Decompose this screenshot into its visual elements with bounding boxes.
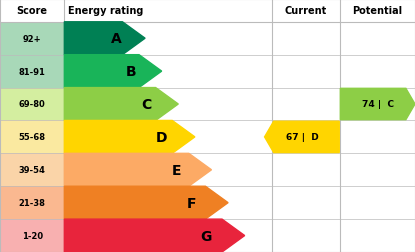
Polygon shape (340, 89, 415, 120)
Polygon shape (64, 23, 145, 55)
Text: F: F (187, 196, 196, 210)
Text: 92+: 92+ (23, 35, 42, 44)
Bar (0, 154, 64, 186)
Text: 21-38: 21-38 (19, 198, 46, 207)
Polygon shape (64, 121, 195, 154)
Text: G: G (200, 229, 212, 243)
Polygon shape (265, 122, 339, 153)
Bar (0, 55, 64, 88)
Bar (0, 219, 64, 252)
Polygon shape (64, 186, 228, 219)
Text: E: E (172, 163, 181, 177)
Text: Potential: Potential (353, 6, 403, 16)
Text: D: D (156, 130, 167, 144)
Text: Energy rating: Energy rating (68, 6, 144, 16)
Text: 69-80: 69-80 (19, 100, 46, 109)
Text: A: A (111, 32, 122, 46)
Text: 55-68: 55-68 (19, 133, 46, 142)
Polygon shape (64, 154, 212, 186)
Text: 81-91: 81-91 (19, 67, 46, 76)
Text: 67 |  D: 67 | D (286, 133, 318, 142)
Text: 74 |  C: 74 | C (361, 100, 394, 109)
Bar (0, 121, 64, 154)
Text: Score: Score (17, 6, 48, 16)
Bar (0, 88, 64, 121)
Text: C: C (142, 98, 151, 112)
Polygon shape (64, 55, 162, 88)
Text: B: B (126, 65, 137, 79)
Bar (0, 23, 64, 55)
Text: 39-54: 39-54 (19, 166, 46, 175)
Text: Current: Current (285, 6, 327, 16)
Polygon shape (64, 88, 178, 121)
Polygon shape (64, 219, 245, 252)
Text: 1-20: 1-20 (22, 231, 43, 240)
Bar (0, 186, 64, 219)
